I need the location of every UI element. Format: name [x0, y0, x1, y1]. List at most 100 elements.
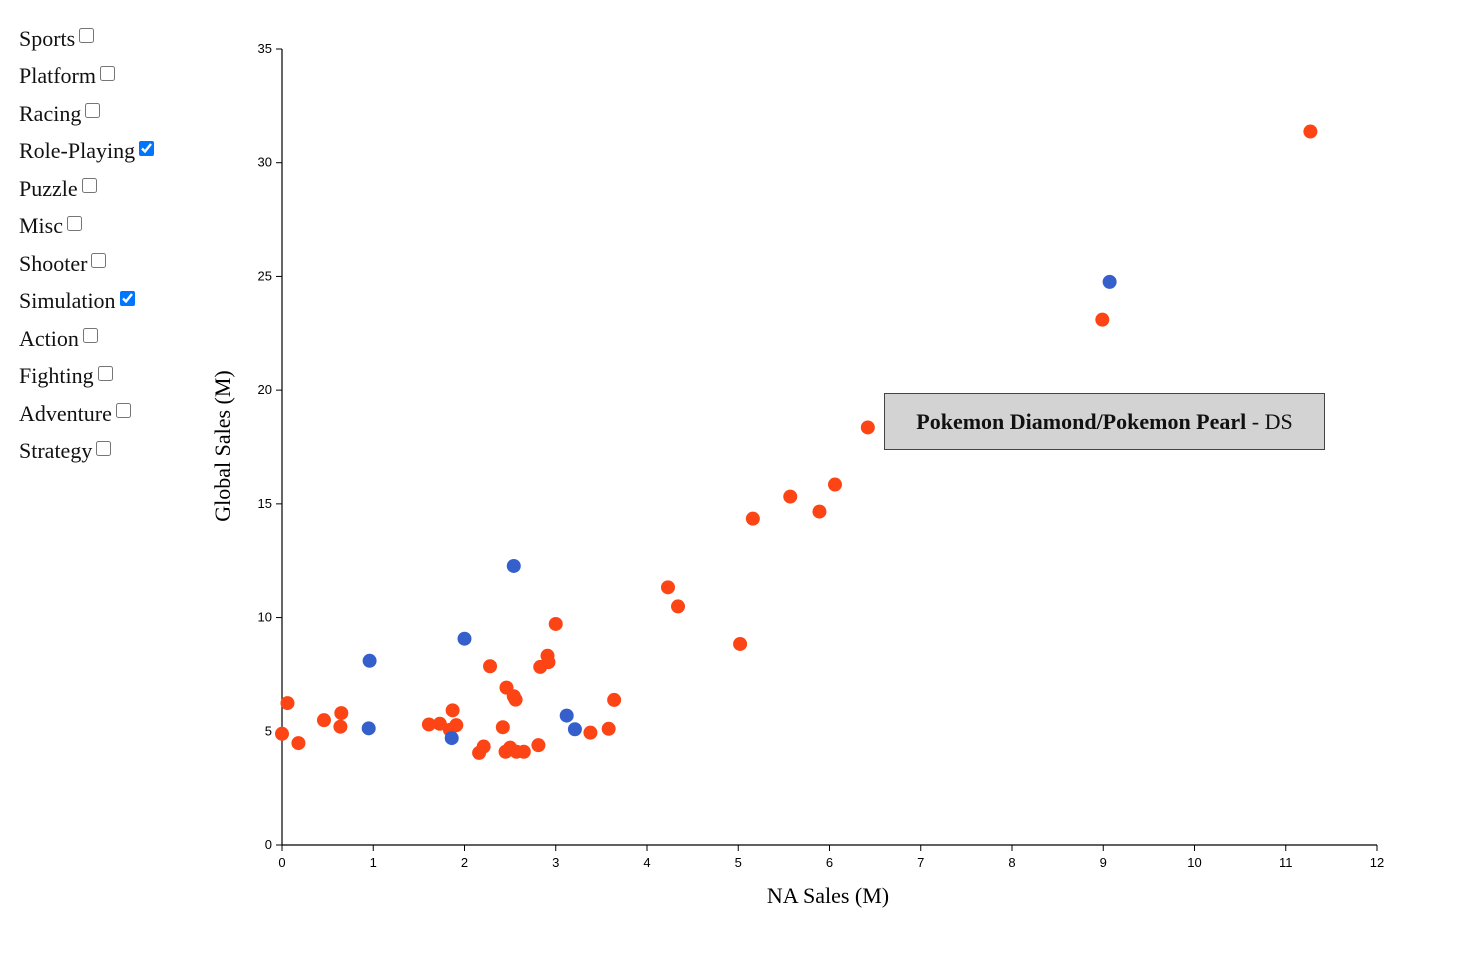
data-point-role-playing[interactable]	[316, 713, 331, 728]
data-point-role-playing[interactable]	[812, 504, 827, 519]
filter-item-shooter[interactable]: Shooter	[19, 245, 154, 283]
data-point-role-playing[interactable]	[275, 726, 289, 741]
data-point-role-playing[interactable]	[745, 511, 760, 526]
data-point-role-playing[interactable]	[660, 580, 675, 595]
filter-item-simulation[interactable]: Simulation	[19, 283, 154, 321]
filter-checkbox-platform[interactable]	[100, 65, 115, 81]
filter-checkbox-misc[interactable]	[67, 215, 82, 231]
data-point-simulation[interactable]	[362, 653, 377, 668]
data-point-simulation[interactable]	[506, 558, 521, 573]
x-tick-label: 11	[1279, 855, 1293, 870]
game-tooltip: Pokemon Diamond/Pokemon Pearl - DS	[884, 393, 1325, 450]
data-point-role-playing[interactable]	[671, 599, 686, 614]
data-point-role-playing[interactable]	[333, 719, 348, 734]
x-tick-label: 1	[370, 855, 377, 870]
filter-item-fighting[interactable]: Fighting	[19, 358, 154, 396]
data-point-role-playing[interactable]	[280, 696, 295, 711]
filter-checkbox-adventure[interactable]	[115, 403, 131, 419]
y-tick-label: 0	[265, 837, 272, 852]
data-point-role-playing[interactable]	[291, 736, 306, 751]
y-axis: 0 5 10 15 20 25 30 35	[258, 41, 283, 852]
tooltip-separator: -	[1246, 408, 1265, 434]
x-tick-label: 7	[917, 855, 924, 870]
data-point-simulation[interactable]	[567, 722, 582, 737]
data-points	[275, 124, 1318, 760]
y-axis-title: Global Sales (M)	[210, 370, 235, 522]
data-point-simulation[interactable]	[559, 708, 574, 723]
filter-item-sports[interactable]: Sports	[19, 20, 154, 58]
data-point-role-playing[interactable]	[601, 721, 616, 736]
data-point-role-playing[interactable]	[1095, 312, 1110, 327]
x-axis-title: NA Sales (M)	[767, 883, 889, 908]
filter-checkbox-sports[interactable]	[79, 28, 95, 44]
data-point-role-playing[interactable]	[531, 738, 546, 753]
filter-item-strategy[interactable]: Strategy	[19, 433, 154, 471]
filter-checkbox-strategy[interactable]	[96, 440, 112, 456]
filter-item-platform[interactable]: Platform	[19, 58, 154, 96]
data-point-role-playing[interactable]	[334, 706, 349, 721]
data-point-role-playing[interactable]	[516, 744, 531, 759]
x-tick-label: 3	[552, 855, 559, 870]
data-point-role-playing[interactable]	[483, 659, 498, 674]
data-point-simulation[interactable]	[1102, 274, 1117, 289]
data-point-role-playing[interactable]	[541, 655, 556, 670]
filter-checkbox-simulation[interactable]	[119, 290, 135, 306]
data-point-role-playing[interactable]	[1303, 124, 1318, 139]
data-point-role-playing[interactable]	[421, 717, 436, 732]
filter-label: Shooter	[19, 250, 88, 276]
y-tick-label: 5	[265, 723, 272, 738]
data-point-simulation[interactable]	[457, 631, 472, 646]
x-tick-label: 10	[1187, 855, 1201, 870]
filter-item-role-playing[interactable]: Role-Playing	[19, 133, 155, 171]
data-point-role-playing[interactable]	[783, 489, 798, 504]
x-axis: 0 1 2 3 4 5 6 7 8 9 10 11 12	[278, 844, 1384, 870]
filter-item-puzzle[interactable]: Puzzle	[19, 170, 154, 208]
filter-label: Adventure	[19, 400, 112, 426]
filter-item-action[interactable]: Action	[19, 320, 154, 358]
filter-label: Platform	[19, 63, 96, 89]
tooltip-platform: DS	[1264, 408, 1293, 434]
filter-checkbox-puzzle[interactable]	[81, 178, 97, 194]
filter-label: Fighting	[19, 363, 94, 389]
filter-checkbox-shooter[interactable]	[91, 253, 107, 269]
data-point-role-playing[interactable]	[827, 477, 842, 492]
filter-label: Action	[19, 325, 79, 351]
y-tick-label: 15	[258, 496, 272, 511]
y-tick-label: 20	[258, 382, 272, 397]
data-point-role-playing[interactable]	[498, 744, 513, 759]
x-tick-label: 8	[1008, 855, 1015, 870]
filter-checkbox-role-playing[interactable]	[139, 140, 155, 156]
filter-checkbox-racing[interactable]	[85, 103, 101, 119]
data-point-role-playing[interactable]	[733, 636, 748, 651]
y-tick-label: 30	[258, 155, 272, 170]
data-point-role-playing[interactable]	[583, 725, 598, 740]
data-point-role-playing[interactable]	[607, 692, 622, 707]
data-point-role-playing[interactable]	[472, 745, 487, 760]
data-point-role-playing[interactable]	[432, 716, 447, 731]
data-point-simulation[interactable]	[444, 731, 459, 746]
filter-label: Sports	[19, 25, 76, 51]
data-point-role-playing[interactable]	[860, 420, 875, 435]
filter-checkbox-action[interactable]	[82, 328, 98, 344]
data-point-role-playing[interactable]	[495, 720, 510, 735]
filter-label: Racing	[19, 100, 82, 126]
data-point-simulation[interactable]	[361, 721, 376, 736]
x-tick-label: 9	[1100, 855, 1107, 870]
x-tick-label: 6	[826, 855, 833, 870]
x-tick-label: 0	[278, 855, 285, 870]
y-tick-label: 25	[258, 268, 272, 283]
data-point-role-playing[interactable]	[548, 616, 563, 631]
x-tick-label: 2	[461, 855, 468, 870]
x-tick-label: 5	[735, 855, 742, 870]
y-tick-label: 35	[258, 41, 272, 56]
filter-item-misc[interactable]: Misc	[19, 208, 154, 246]
data-point-role-playing[interactable]	[445, 703, 460, 718]
filter-label: Misc	[19, 213, 63, 239]
filter-item-racing[interactable]: Racing	[19, 95, 154, 133]
filter-item-adventure[interactable]: Adventure	[19, 395, 154, 433]
filter-checkbox-fighting[interactable]	[97, 365, 113, 381]
filter-label: Strategy	[19, 438, 93, 464]
x-tick-label: 4	[643, 855, 650, 870]
data-point-role-playing[interactable]	[508, 692, 523, 707]
